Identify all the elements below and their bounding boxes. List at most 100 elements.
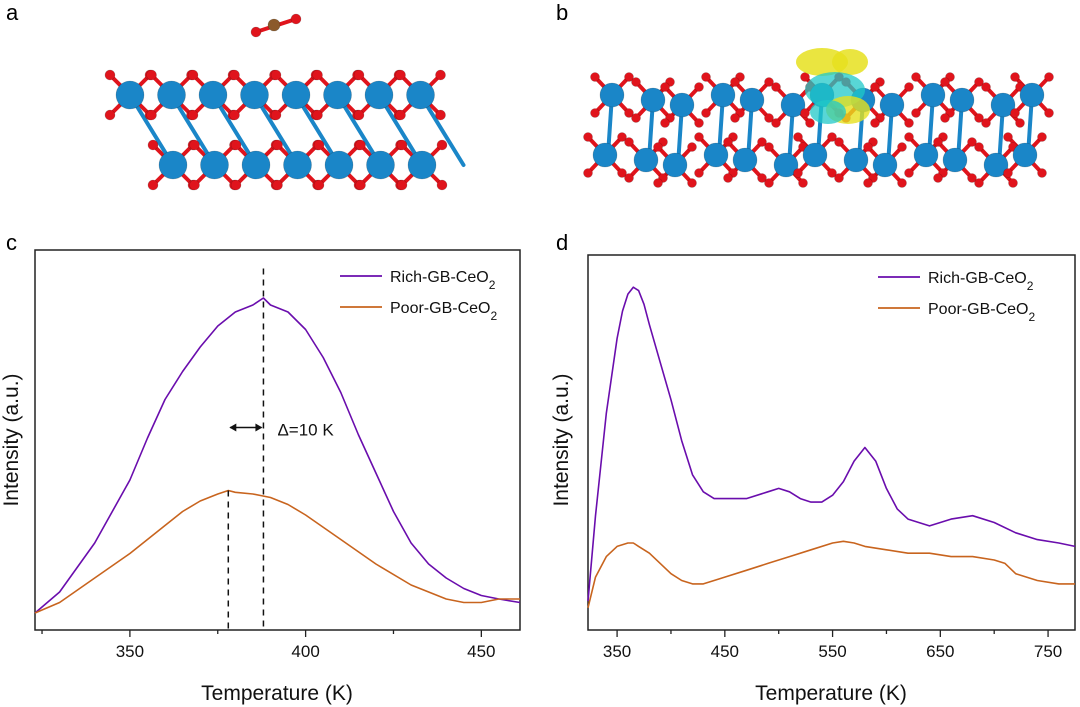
- oxygen-atom: [631, 113, 641, 123]
- oxygen-atom: [355, 179, 366, 191]
- cerium-atom: [942, 147, 968, 173]
- oxygen-atom: [834, 137, 844, 147]
- oxygen-atom: [396, 179, 408, 191]
- cerium-atom: [324, 150, 354, 180]
- oxygen-atom: [974, 113, 984, 123]
- oxygen-atom: [435, 109, 446, 121]
- oxygen-atom: [1044, 108, 1054, 118]
- x-tick-label: 750: [1034, 642, 1062, 661]
- x-tick-label: 450: [467, 642, 495, 661]
- oxygen-atom: [701, 72, 711, 82]
- oxygen-atom: [694, 82, 704, 92]
- oxygen-atom: [353, 69, 365, 81]
- oxygen-atom: [1037, 132, 1047, 142]
- oxygen-atom: [272, 179, 283, 191]
- cerium-atom: [703, 142, 729, 168]
- legend-label-rich: Rich-GB-CeO2: [928, 270, 1034, 293]
- oxygen-atom: [624, 72, 634, 82]
- oxygen-atom: [933, 173, 943, 183]
- oxygen-atom: [974, 178, 984, 188]
- cerium-atom: [157, 80, 186, 110]
- cerium-atom: [406, 80, 435, 110]
- oxygen-atom: [723, 137, 733, 147]
- cerium-atom: [773, 152, 799, 178]
- oxygen-atom: [187, 69, 199, 81]
- oxygen-atom: [230, 179, 242, 191]
- oxygen-atom: [436, 179, 448, 191]
- oxygen-atom: [229, 69, 240, 81]
- arrow-head-right: [255, 423, 263, 432]
- oxygen-atom: [147, 139, 159, 151]
- cerium-atom: [1019, 82, 1045, 108]
- oxygen-atom: [272, 139, 283, 151]
- oxygen-atom: [800, 108, 810, 118]
- cerium-atom: [115, 80, 145, 110]
- cerium-atom: [990, 92, 1016, 118]
- oxygen-atom: [870, 82, 880, 92]
- series-group-c: [34, 297, 521, 614]
- oxygen-atom: [764, 178, 774, 188]
- x-tick-label: 550: [818, 642, 846, 661]
- x-tick-label: 400: [291, 642, 319, 661]
- x-tick-label: 650: [926, 642, 954, 661]
- chart-d: 350 450 550 650 750 Temperature (K) Intensit…: [550, 254, 1076, 705]
- cerium-atom: [198, 80, 228, 110]
- oxygen-atom: [967, 137, 977, 147]
- oxygen-atom: [764, 113, 774, 123]
- annotation-group-c: Δ=10 K: [227, 268, 334, 630]
- cerium-atom: [158, 150, 188, 180]
- oxygen-atom: [911, 108, 921, 118]
- oxygen-atom: [800, 72, 810, 82]
- cerium-atom: [200, 150, 229, 180]
- oxygen-atom: [798, 178, 808, 188]
- oxygen-atom: [694, 118, 704, 128]
- cerium-atom: [920, 82, 946, 108]
- cerium-atom: [843, 147, 869, 173]
- oxygen-atom: [435, 69, 446, 81]
- oxygen-atom: [730, 113, 740, 123]
- cerium-atom: [241, 150, 271, 180]
- oxygen-atom: [189, 139, 200, 151]
- structure-b-illustration: [583, 48, 1054, 188]
- cerium-atom: [366, 150, 395, 180]
- panel-letter-a: a: [6, 0, 19, 25]
- oxygen-atom: [250, 26, 262, 38]
- plot-frame-c: [34, 249, 521, 631]
- oxygen-atom: [583, 168, 593, 178]
- x-axis-title-c: Temperature (K): [201, 682, 353, 705]
- oxygen-atom: [617, 132, 627, 142]
- legend-label-rich: Rich-GB-CeO2: [390, 269, 496, 292]
- oxygen-atom: [687, 178, 697, 188]
- oxygen-atom: [701, 108, 711, 118]
- oxygen-atom: [911, 72, 921, 82]
- isosurface-lobe: [832, 49, 868, 75]
- oxygen-atom: [624, 173, 634, 183]
- legend-c: Rich-GB-CeO2 Poor-GB-CeO2: [340, 269, 497, 323]
- x-tick-label: 350: [116, 642, 144, 661]
- oxygen-atom: [793, 168, 803, 178]
- oxygen-atom: [834, 173, 844, 183]
- cerium-atom: [879, 92, 905, 118]
- cerium-atom: [872, 152, 898, 178]
- oxygen-atom: [974, 77, 984, 87]
- cerium-atom: [739, 87, 765, 113]
- oxygen-atom: [1010, 72, 1020, 82]
- oxygen-atom: [904, 118, 914, 128]
- cerium-atom: [323, 80, 352, 110]
- cerium-atom: [640, 87, 666, 113]
- cerium-atom: [592, 142, 618, 168]
- oxygen-atom: [187, 109, 199, 121]
- cerium-atom: [1012, 142, 1038, 168]
- oxygen-atom: [764, 142, 774, 152]
- y-axis-title-c: Intensity (a.u.): [0, 373, 23, 506]
- cerium-atom: [599, 82, 625, 108]
- cerium-atom: [364, 80, 394, 110]
- chart-c: 350 400 450 Δ=10 K Temperature (K) Intensi…: [0, 249, 521, 705]
- oxygen-atom: [870, 118, 880, 128]
- cerium-atom: [780, 92, 806, 118]
- oxygen-atom: [270, 69, 282, 81]
- oxygen-atom: [1010, 108, 1020, 118]
- oxygen-atom: [967, 173, 977, 183]
- oxygen-atom: [771, 82, 781, 92]
- x-tick-label: 450: [711, 642, 739, 661]
